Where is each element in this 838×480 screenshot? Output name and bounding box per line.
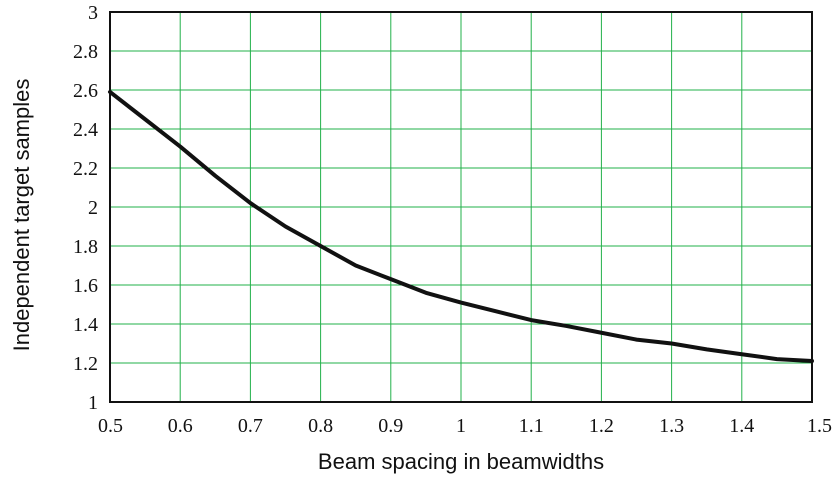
- x-axis-title: Beam spacing in beamwidths: [318, 449, 604, 474]
- x-tick-label: 0.5: [98, 415, 123, 437]
- y-tick-label: 2.4: [73, 119, 98, 141]
- y-tick-label: 2: [88, 197, 98, 219]
- y-tick-label: 1.2: [73, 353, 98, 375]
- y-tick-label: 1: [88, 392, 98, 414]
- y-tick-label: 1.4: [73, 314, 98, 336]
- x-tick-label: 1.2: [589, 415, 614, 437]
- series-layer: [108, 89, 814, 364]
- y-tick-label: 2.6: [73, 80, 98, 102]
- x-tick-label: 1.1: [519, 415, 544, 437]
- y-tick-labels: 1 1.2 1.4 1.6 1.8 2 2.2 2.4 2.6 2.8 3: [73, 2, 98, 414]
- x-tick-label: 1: [456, 415, 466, 437]
- x-tick-label: 1.4: [729, 415, 754, 437]
- y-axis-title: Independent target samples: [9, 79, 34, 352]
- grid: [109, 11, 813, 403]
- x-tick-label: 0.8: [308, 415, 333, 437]
- x-tick-label: 0.9: [378, 415, 403, 437]
- x-tick-label: 1.3: [659, 415, 684, 437]
- y-tick-label: 2.8: [73, 41, 98, 63]
- x-tick-labels: 0.5 0.6 0.7 0.8 0.9 1 1.1 1.2 1.3 1.4 1.5: [98, 415, 832, 437]
- plot-frame: [109, 11, 813, 403]
- series-line: [108, 89, 814, 364]
- y-tick-label: 1.6: [73, 275, 98, 297]
- x-tick-label: 0.6: [168, 415, 193, 437]
- x-tick-label: 0.7: [238, 415, 263, 437]
- y-tick-label: 1.8: [73, 236, 98, 258]
- y-tick-label: 3: [88, 2, 98, 24]
- y-tick-label: 2.2: [73, 158, 98, 180]
- x-tick-label: 1.5: [807, 415, 832, 437]
